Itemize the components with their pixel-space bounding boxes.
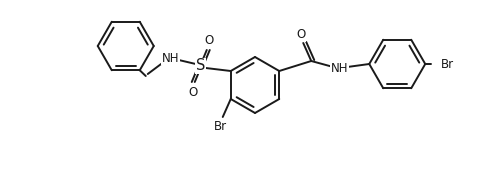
Text: O: O xyxy=(204,34,213,47)
Text: Br: Br xyxy=(441,57,454,71)
Text: O: O xyxy=(297,29,306,42)
Text: O: O xyxy=(188,85,197,98)
Text: Br: Br xyxy=(214,120,227,133)
Text: NH: NH xyxy=(331,62,348,75)
Text: S: S xyxy=(196,58,205,74)
Text: NH: NH xyxy=(162,52,179,65)
